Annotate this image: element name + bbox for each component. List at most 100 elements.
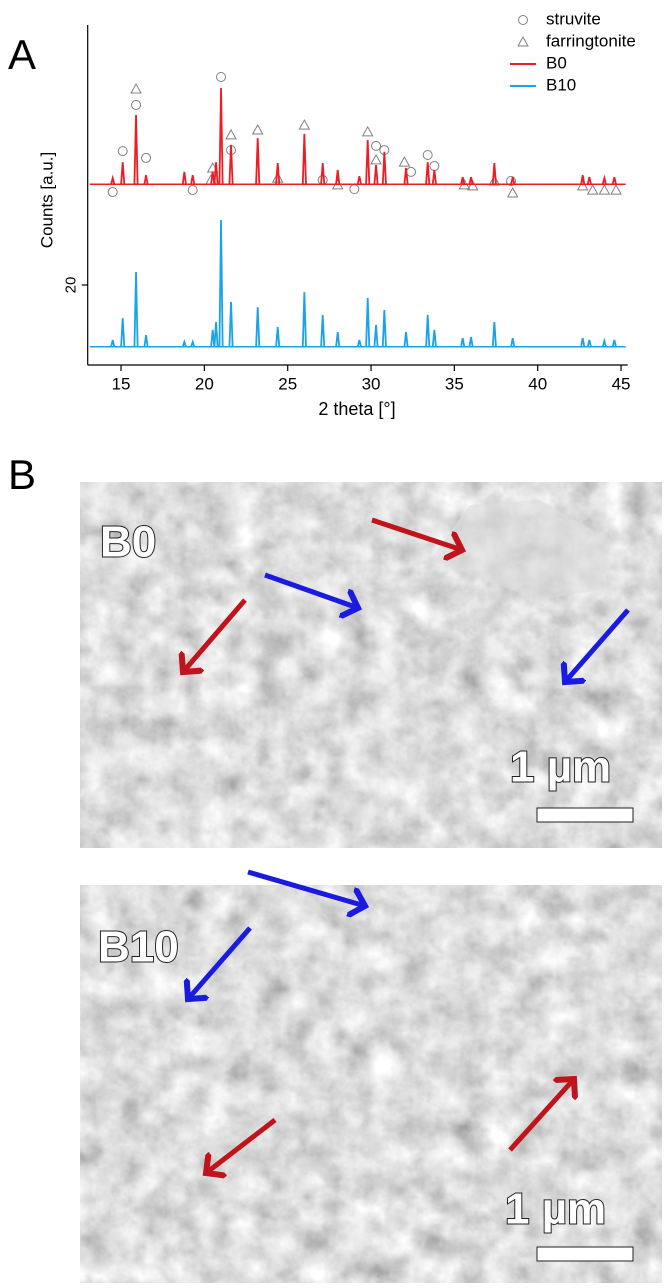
farringtonite-marker [576, 179, 589, 191]
peak [120, 162, 126, 185]
farringtonite-marker [506, 186, 519, 198]
arrow [183, 598, 247, 672]
arrow [565, 608, 630, 682]
farringtonite-marker [466, 179, 479, 191]
peak [356, 175, 362, 185]
panel-label: B [8, 451, 36, 498]
x-tick-label: 40 [528, 374, 547, 393]
peak [431, 169, 437, 185]
peak [335, 169, 341, 185]
sample-label: B10 [98, 923, 179, 972]
peak [110, 174, 116, 185]
peak [425, 314, 431, 347]
peak [356, 339, 362, 347]
sample-label: B0 [100, 518, 156, 567]
peak [143, 174, 149, 185]
farringtonite-marker [517, 35, 529, 47]
peak [275, 326, 281, 347]
struvite-marker [406, 166, 417, 177]
peak [491, 163, 497, 185]
scale-bar [536, 807, 634, 823]
arrow [247, 869, 365, 906]
legend-label: B0 [546, 53, 567, 72]
peak [460, 176, 466, 185]
peak [133, 115, 139, 185]
peak [510, 337, 516, 347]
peak [468, 336, 474, 347]
peak [190, 174, 196, 185]
xrd-chart: 15 20 25 30 35 40 45 20 struvite farringtonite B0 B… [63, 9, 636, 393]
peak [210, 329, 216, 347]
peak [431, 329, 437, 347]
x-tick-label: 15 [112, 374, 131, 393]
farringtonite-marker [130, 82, 142, 94]
arrow [371, 517, 462, 550]
struvite-marker [371, 140, 382, 151]
farringtonite-marker [610, 184, 622, 195]
peak [228, 144, 234, 185]
scale-label: 1 µm [505, 1185, 606, 1234]
peak [381, 151, 387, 185]
x-tick-label: 20 [195, 374, 214, 393]
peak [611, 176, 617, 185]
y-axis-label: Counts [a.u.] [37, 152, 56, 248]
x-tick-label: 45 [612, 374, 631, 393]
farringtonite-marker [298, 119, 311, 130]
peak [491, 321, 497, 347]
x-axis-label: 2 theta [°] [318, 399, 395, 419]
peak [218, 88, 224, 185]
scale-bar [536, 1246, 634, 1262]
farringtonite-marker [225, 128, 237, 140]
struvite-marker [117, 146, 128, 157]
arrow [188, 926, 252, 999]
farringtonite-marker [251, 123, 264, 135]
peak [301, 133, 307, 185]
peak [586, 176, 592, 185]
struvite-marker [429, 161, 440, 172]
struvite-marker [518, 15, 528, 25]
peak [365, 140, 371, 185]
peak [213, 162, 219, 185]
peak [601, 174, 607, 185]
peak [373, 324, 379, 347]
peak [120, 318, 126, 347]
arrow [508, 1079, 574, 1152]
struvite-marker [216, 72, 227, 82]
peak [611, 339, 617, 347]
y-tick-label: 20 [63, 277, 80, 294]
farringtonite-marker [361, 125, 374, 137]
peak [335, 332, 341, 347]
legend-label: B10 [546, 75, 576, 94]
peak [275, 163, 281, 185]
peak [586, 339, 592, 347]
peak [213, 321, 219, 347]
struvite-marker [141, 152, 152, 163]
farringtonite-marker [271, 172, 284, 183]
struvite-marker [422, 150, 433, 160]
peak [580, 174, 586, 185]
struvite-marker [506, 176, 517, 186]
x-tick-label: 25 [278, 374, 297, 393]
peak [373, 165, 379, 185]
peak [301, 292, 307, 347]
struvite-marker [187, 185, 198, 196]
x-tick-label: 30 [362, 374, 381, 393]
peak [403, 332, 409, 347]
struvite-marker [317, 175, 328, 186]
peak [255, 138, 261, 185]
peak [468, 176, 474, 185]
crystal [430, 500, 610, 600]
peak [255, 307, 261, 347]
legend-label: struvite [546, 9, 601, 28]
legend-label: farringtonite [546, 31, 636, 50]
peak [320, 163, 326, 185]
peak [190, 338, 196, 348]
peak [210, 171, 216, 185]
panel-label: A [8, 31, 36, 78]
peak [365, 297, 371, 347]
peak [403, 167, 409, 185]
peak [228, 301, 234, 347]
peak [320, 314, 326, 347]
x-tick-label: 35 [445, 374, 464, 393]
arrow [206, 1118, 277, 1173]
